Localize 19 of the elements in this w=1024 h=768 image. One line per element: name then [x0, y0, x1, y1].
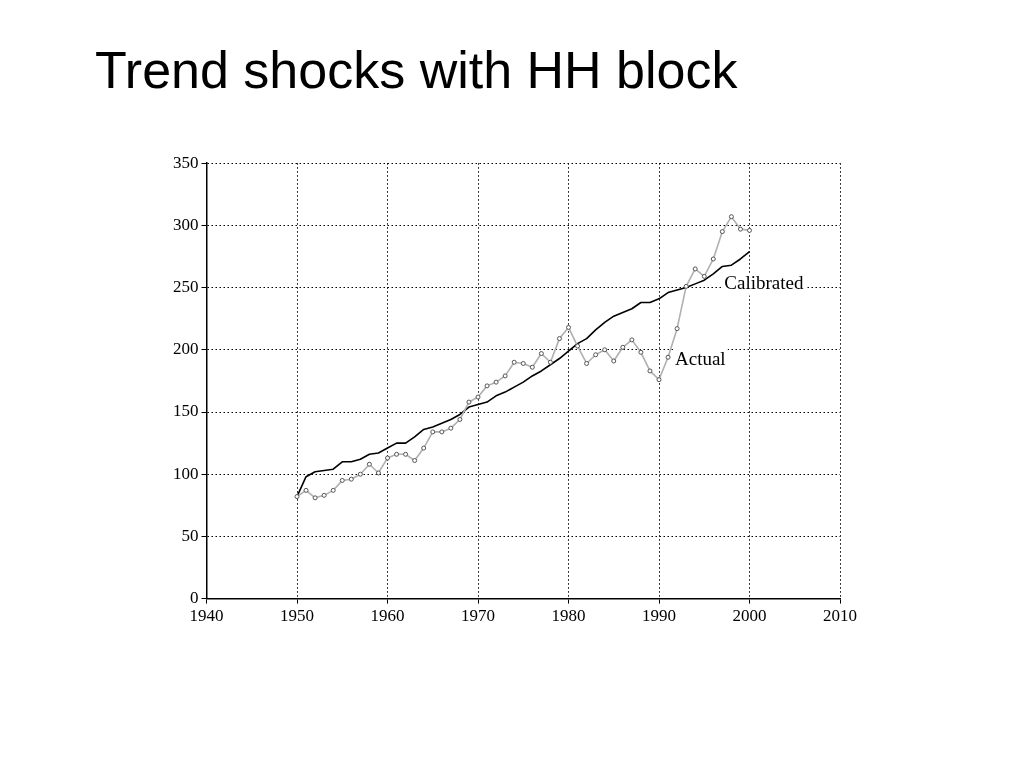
- y-tick-label: 150: [173, 401, 199, 421]
- series-label: Calibrated: [724, 272, 804, 294]
- x-tick-label: 1950: [280, 606, 314, 626]
- y-tick-label: 100: [173, 463, 199, 483]
- x-tick-label: 2000: [732, 606, 767, 626]
- series-label: Actual: [675, 347, 726, 369]
- y-tick-label: 50: [181, 525, 199, 545]
- x-tick-label: 1970: [461, 606, 495, 626]
- chart-title: Trend shocks with HH block: [95, 40, 738, 100]
- x-tick-label: 1990: [642, 606, 676, 626]
- y-tick-label: 350: [173, 152, 199, 172]
- x-tick-label: 1980: [551, 606, 586, 626]
- x-tick-label: 1940: [189, 606, 224, 626]
- y-tick-label: 250: [173, 277, 199, 297]
- y-tick-label: 300: [173, 214, 199, 234]
- x-tick-label: 2010: [823, 606, 857, 626]
- y-tick-label: 0: [190, 588, 199, 608]
- x-tick-label: 1960: [370, 606, 405, 626]
- y-tick-label: 200: [173, 339, 199, 359]
